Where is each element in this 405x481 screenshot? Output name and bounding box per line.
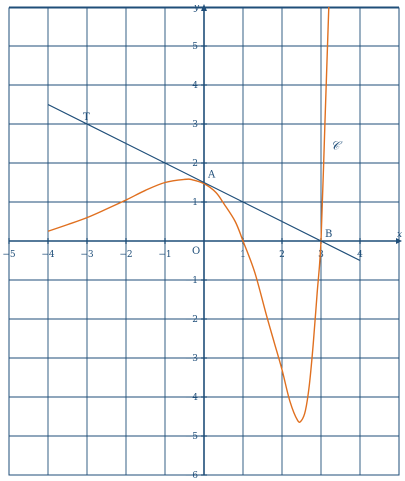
x-tick-label: −4	[41, 250, 55, 260]
y-tick-label: 1	[192, 198, 198, 208]
x-tick-label: −5	[2, 250, 16, 260]
y-axis-name: y	[193, 3, 200, 13]
y-tick-label: −6	[185, 471, 199, 481]
y-tick-label: −4	[185, 393, 199, 403]
curve-label: 𝒞	[331, 139, 343, 153]
y-tick-label: 2	[192, 159, 198, 169]
y-tick-label: −5	[185, 432, 199, 442]
tangent-line-T	[47, 103, 361, 262]
x-tick-label: 4	[357, 250, 363, 260]
y-tick-label: −2	[185, 315, 198, 325]
y-tick-label: 4	[192, 81, 198, 91]
curve-C	[47, 6, 330, 423]
origin-label: O	[192, 246, 200, 257]
x-tick-label: −3	[80, 250, 94, 260]
x-axis-name: x	[397, 230, 402, 240]
annotations: T A B 𝒞	[83, 112, 343, 240]
x-axis-arrow	[396, 238, 402, 244]
series-layer	[47, 6, 361, 423]
x-tick-label: 1	[240, 250, 246, 260]
y-tick-label: 5	[192, 42, 198, 52]
axis-ticks: −5 −4 −3 −2 −1 1 2 3 4 5 4 3 2 1 −1 −2 −3 −4 −5 −6 O	[2, 42, 363, 481]
x-tick-label: −2	[119, 250, 132, 260]
x-tick-label: 2	[279, 250, 285, 260]
axes: xy	[9, 3, 402, 475]
y-tick-label: −3	[185, 354, 199, 364]
x-tick-label: −1	[158, 250, 171, 260]
point-A: A	[207, 170, 216, 181]
x-tick-label: 3	[318, 250, 324, 260]
y-tick-label: −1	[185, 276, 198, 286]
y-axis-arrow	[201, 4, 207, 11]
tangent-label: T	[83, 112, 90, 123]
point-B: B	[325, 229, 332, 240]
y-tick-label: 3	[192, 120, 198, 130]
